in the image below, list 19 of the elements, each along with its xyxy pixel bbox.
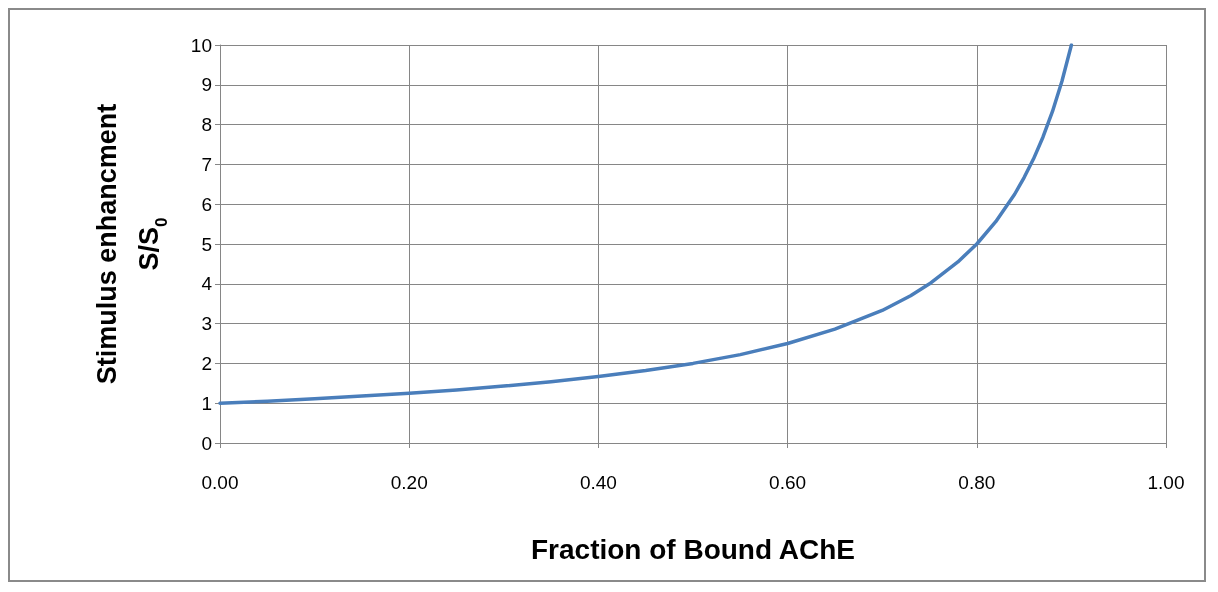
y-tick-label: 2 bbox=[201, 352, 212, 374]
y-tick-label: 4 bbox=[201, 273, 213, 295]
y-tick-label: 6 bbox=[201, 193, 212, 215]
x-tick-label: 0.20 bbox=[390, 472, 428, 493]
y-tick-label: 5 bbox=[201, 233, 212, 255]
x-tick-label: 1.00 bbox=[1147, 472, 1185, 493]
y-tick-label: 9 bbox=[201, 74, 212, 96]
y-tick-label: 3 bbox=[201, 313, 212, 335]
x-axis-title: Fraction of Bound AChE bbox=[530, 533, 856, 565]
x-tick-label: 0.60 bbox=[769, 472, 807, 493]
x-tick-label: 0.00 bbox=[201, 472, 239, 493]
y-tick-label: 1 bbox=[201, 392, 212, 414]
x-tick-label: 0.40 bbox=[579, 472, 617, 493]
x-tick-label: 0.80 bbox=[958, 472, 996, 493]
line-series bbox=[218, 43, 1074, 405]
y-tick-label: 8 bbox=[201, 114, 212, 136]
y-tick-label: 0 bbox=[201, 432, 212, 454]
y-tick-label: 7 bbox=[201, 153, 212, 175]
y-tick-label: 10 bbox=[190, 34, 212, 56]
